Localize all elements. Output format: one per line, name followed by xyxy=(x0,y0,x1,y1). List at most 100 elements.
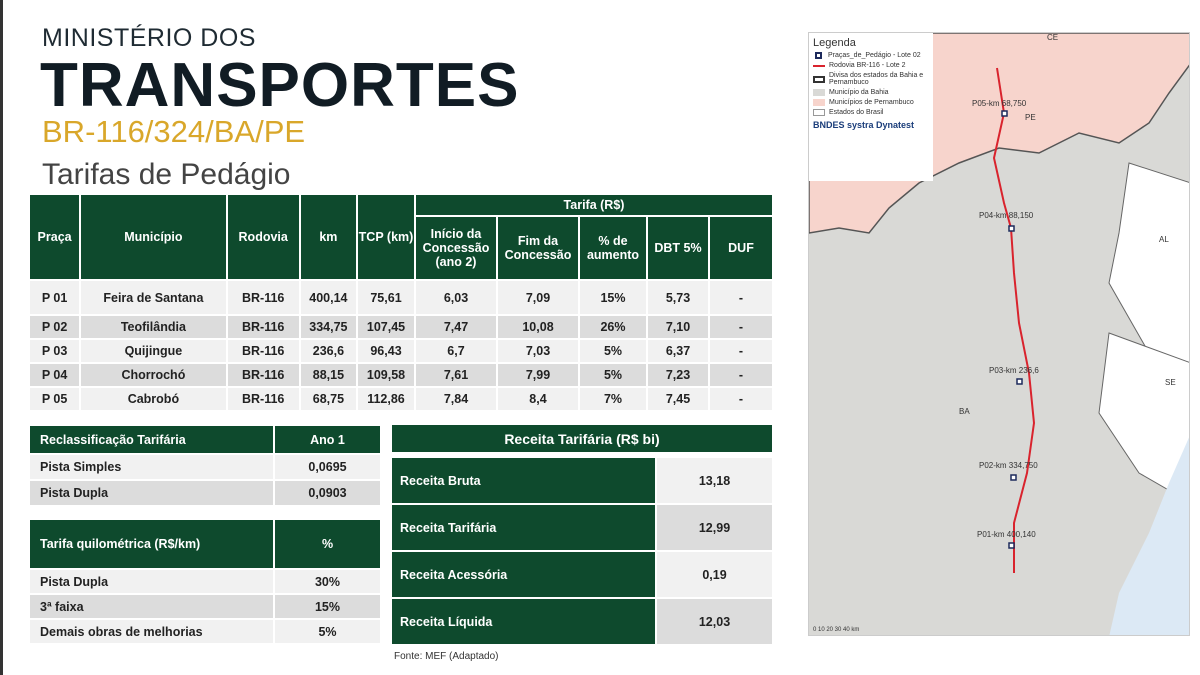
map-label-p05: P05-km 68,750 xyxy=(972,99,1027,108)
row-value: 0,0695 xyxy=(275,455,380,479)
table-cell: Cabrobó xyxy=(81,388,226,410)
map-label-p01: P01-km 400,140 xyxy=(977,530,1036,539)
partner-logos: BNDES systra Dynatest xyxy=(813,120,915,130)
table-cell: 75,61 xyxy=(358,281,414,314)
table-cell: 400,14 xyxy=(300,281,356,314)
map-legend: Legenda Praças_de_Pedágio - Lote 02 Rodo… xyxy=(809,33,933,181)
table-cell: 7,84 xyxy=(416,388,496,410)
map-scale: 0 10 20 30 40 km xyxy=(813,627,860,633)
states-swatch xyxy=(813,109,825,116)
toll-marker-p02 xyxy=(1010,474,1017,481)
col-header: Início da Concessão (ano 2) xyxy=(416,217,496,279)
toll-table: Praça Município Rodovia km TCP (km) Tari… xyxy=(28,193,774,412)
col-header: Reclassificação Tarifária xyxy=(30,426,273,453)
col-header: % xyxy=(275,520,380,568)
table-cell: 7,03 xyxy=(498,340,578,362)
table-cell: 109,58 xyxy=(358,364,414,386)
table-cell: BR-116 xyxy=(227,316,299,338)
row-value: 12,03 xyxy=(657,599,772,644)
col-header: TCP (km) xyxy=(358,195,414,279)
legend-item: Município da Bahia xyxy=(829,89,889,96)
table-cell: 7,45 xyxy=(648,388,708,410)
table-row: P 01 Feira de Santana BR-116 400,14 75,61 6,0… xyxy=(30,281,772,314)
table-cell: 334,75 xyxy=(300,316,356,338)
map-graphic xyxy=(809,33,1189,635)
table-cell: 7,61 xyxy=(416,364,496,386)
col-header: % de aumento xyxy=(580,217,646,279)
col-header: DUF xyxy=(710,217,772,279)
table-cell: 6,03 xyxy=(416,281,496,314)
legend-item: Estados do Brasil xyxy=(829,109,884,116)
toll-marker-p03 xyxy=(1016,378,1023,385)
table-cell: - xyxy=(710,316,772,338)
table-cell: BR-116 xyxy=(227,281,299,314)
table-cell: 5% xyxy=(580,364,646,386)
km-tariff-table: Tarifa quilométrica (R$/km)% Pista Dupla… xyxy=(28,518,382,645)
table-cell: 96,43 xyxy=(358,340,414,362)
table-cell: 15% xyxy=(580,281,646,314)
row-value: 13,18 xyxy=(657,458,772,503)
row-value: 0,19 xyxy=(657,552,772,597)
legend-item: Municípios de Pernambuco xyxy=(829,99,914,106)
state-label-se: SE xyxy=(1165,378,1176,387)
row-label: Demais obras de melhorias xyxy=(30,620,273,643)
source-note: Fonte: MEF (Adaptado) xyxy=(394,651,499,662)
table-cell: 5,73 xyxy=(648,281,708,314)
table-cell: P 05 xyxy=(30,388,80,410)
col-header: km xyxy=(300,195,356,279)
legend-title: Legenda xyxy=(813,37,856,49)
table-cell: 8,4 xyxy=(498,388,578,410)
br116-road xyxy=(992,67,1036,573)
table-cell: 236,6 xyxy=(300,340,356,362)
row-value: 0,0903 xyxy=(275,481,380,505)
toll-marker-p05 xyxy=(1001,110,1008,117)
table-cell: 7% xyxy=(580,388,646,410)
sea-area xyxy=(1109,437,1189,635)
table-cell: 6,37 xyxy=(648,340,708,362)
map-label-p03: P03-km 236,6 xyxy=(989,366,1039,375)
row-value: 12,99 xyxy=(657,505,772,550)
table-cell: 7,47 xyxy=(416,316,496,338)
col-header: Fim da Concessão xyxy=(498,217,578,279)
table-cell: P 03 xyxy=(30,340,80,362)
table-cell: BR-116 xyxy=(227,388,299,410)
toll-marker-p01 xyxy=(1008,542,1015,549)
map-label-p02: P02-km 334,750 xyxy=(979,461,1038,470)
table-cell: 10,08 xyxy=(498,316,578,338)
row-label: Receita Tarifária xyxy=(392,505,655,550)
table-cell: Feira de Santana xyxy=(81,281,226,314)
reclassification-table: Reclassificação Tarifária Ano 1 Pista Sim… xyxy=(28,424,382,507)
ministry-label: MINISTÉRIO DOS xyxy=(42,24,256,52)
col-header: Ano 1 xyxy=(275,426,380,453)
table-cell: 88,15 xyxy=(300,364,356,386)
table-cell: - xyxy=(710,388,772,410)
table-cell: 26% xyxy=(580,316,646,338)
page-title: TRANSPORTES xyxy=(40,51,520,120)
table-cell: P 02 xyxy=(30,316,80,338)
table-cell: 7,10 xyxy=(648,316,708,338)
legend-item: Divisa dos estados da Bahia e Pernambuco xyxy=(829,72,924,86)
revenue-header: Receita Tarifária (R$ bi) xyxy=(392,425,772,452)
toll-marker-p04 xyxy=(1008,225,1015,232)
table-cell: 7,99 xyxy=(498,364,578,386)
road-label: BR-116/324/BA/PE xyxy=(42,114,306,149)
table-cell: 68,75 xyxy=(300,388,356,410)
row-value: 5% xyxy=(275,620,380,643)
table-cell: BR-116 xyxy=(227,364,299,386)
pernambuco-swatch xyxy=(813,99,825,106)
revenue-table: Receita Tarifária (R$ bi) Receita Bruta 1… xyxy=(390,423,774,646)
bahia-swatch xyxy=(813,89,825,96)
table-cell: P 04 xyxy=(30,364,80,386)
table-cell: Teofilândia xyxy=(81,316,226,338)
table-cell: 107,45 xyxy=(358,316,414,338)
table-cell: Quijingue xyxy=(81,340,226,362)
table-row: P 04 Chorrochó BR-116 88,15 109,58 7,61 7,99 5%… xyxy=(30,364,772,386)
state-label-al: AL xyxy=(1159,235,1169,244)
table-cell: 7,09 xyxy=(498,281,578,314)
map-label-p04: P04-km 88,150 xyxy=(979,211,1034,220)
row-label: 3ª faixa xyxy=(30,595,273,618)
row-label: Receita Bruta xyxy=(392,458,655,503)
table-row: P 03 Quijingue BR-116 236,6 96,43 6,7 7,03 5% 6,… xyxy=(30,340,772,362)
border-icon xyxy=(813,75,825,83)
col-header: DBT 5% xyxy=(648,217,708,279)
